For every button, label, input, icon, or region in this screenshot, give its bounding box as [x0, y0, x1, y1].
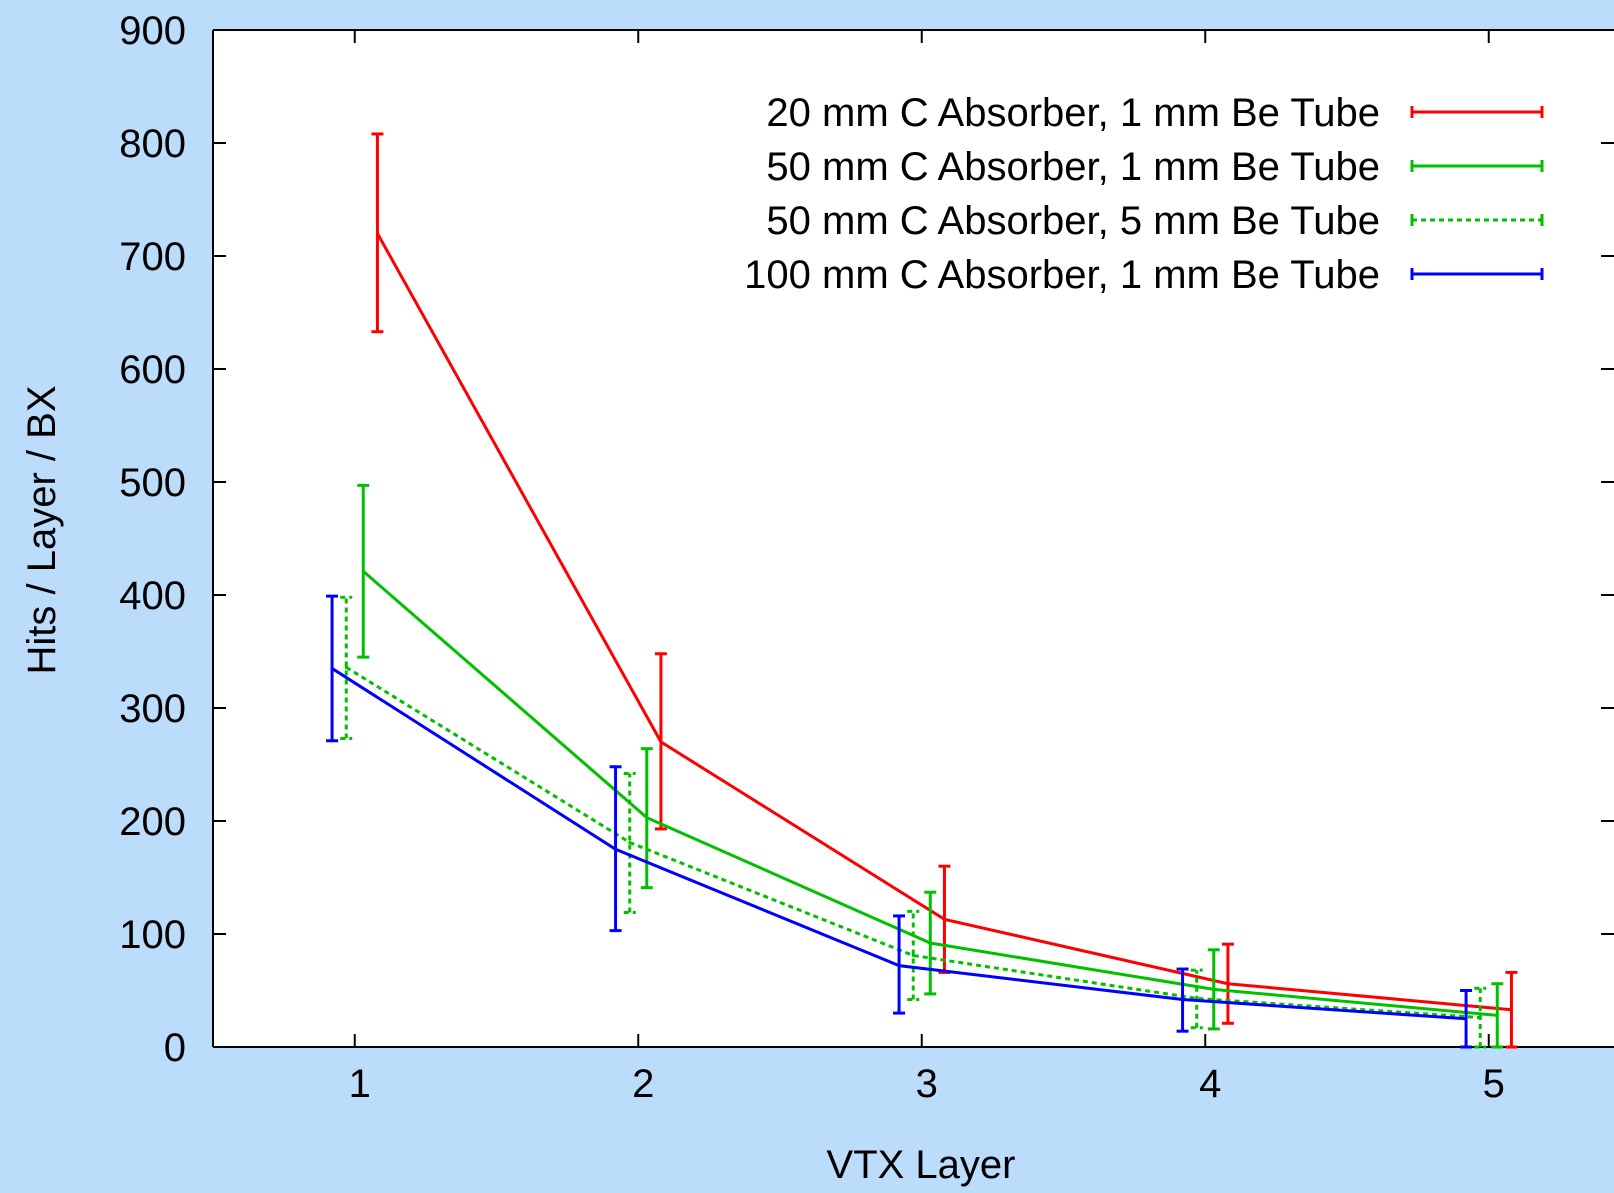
- error-bar: [1221, 942, 1234, 1025]
- error-bar: [623, 772, 636, 915]
- y-tick-label: 800: [119, 122, 186, 166]
- y-tick-label: 100: [119, 913, 186, 957]
- x-tick-label: 4: [1199, 1062, 1221, 1106]
- legend-entry: 20 mm C Absorber, 1 mm Be Tube: [766, 91, 1544, 135]
- y-tick-label: 400: [119, 574, 186, 618]
- data-point: [928, 941, 932, 945]
- series-1: [371, 132, 1518, 1049]
- data-point: [344, 665, 348, 669]
- x-tick-label: 2: [632, 1062, 654, 1106]
- legend-label: 50 mm C Absorber, 5 mm Be Tube: [766, 199, 1380, 243]
- series-group: [326, 132, 1518, 1049]
- legend-entry: 100 mm C Absorber, 1 mm Be Tube: [744, 253, 1544, 297]
- y-tick-label: 200: [119, 800, 186, 844]
- error-bar: [1505, 970, 1518, 1049]
- legend: 20 mm C Absorber, 1 mm Be Tube 50 mm C Ab…: [744, 91, 1544, 297]
- series-line: [345, 666, 1481, 1020]
- legend-label: 50 mm C Absorber, 1 mm Be Tube: [766, 145, 1380, 189]
- data-point: [645, 816, 649, 820]
- error-bar: [1491, 982, 1504, 1049]
- data-point: [1509, 1008, 1513, 1012]
- error-bar: [893, 914, 906, 1015]
- y-tick-label: 900: [119, 9, 186, 53]
- legend-entry: 50 mm C Absorber, 5 mm Be Tube: [766, 199, 1544, 243]
- y-axis-title: Hits / Layer / BX: [20, 386, 64, 675]
- data-point: [1464, 1017, 1468, 1021]
- data-point: [1478, 1016, 1482, 1020]
- data-point: [1212, 987, 1216, 991]
- series-3: [340, 595, 1487, 1049]
- y-tick-label: 0: [164, 1026, 186, 1070]
- x-axis-title: VTX Layer: [827, 1143, 1016, 1187]
- data-point: [897, 964, 901, 968]
- data-point: [628, 840, 632, 844]
- data-point: [614, 847, 618, 851]
- data-point: [659, 740, 663, 744]
- error-bar: [326, 594, 339, 743]
- error-bar: [1190, 968, 1203, 1030]
- data-point: [375, 231, 379, 235]
- error-bar: [907, 909, 920, 1002]
- legend-label: 100 mm C Absorber, 1 mm Be Tube: [744, 253, 1380, 297]
- x-tick-label: 5: [1483, 1062, 1505, 1106]
- y-tick-label: 500: [119, 461, 186, 505]
- error-bar: [1207, 948, 1220, 1031]
- series-4: [326, 594, 1473, 1049]
- error-bar: [1176, 967, 1189, 1033]
- data-point: [361, 569, 365, 573]
- data-point: [911, 953, 915, 957]
- error-bar: [357, 483, 370, 659]
- data-point: [1181, 998, 1185, 1002]
- data-point: [1495, 1013, 1499, 1017]
- error-bar: [924, 890, 937, 996]
- error-bar: [640, 747, 653, 890]
- x-tick-label: 3: [916, 1062, 938, 1106]
- legend-label: 20 mm C Absorber, 1 mm Be Tube: [766, 91, 1380, 135]
- y-tick-label: 300: [119, 687, 186, 731]
- data-point: [330, 666, 334, 670]
- error-bar: [371, 132, 384, 334]
- x-tick-label: 1: [349, 1062, 371, 1106]
- plot-frame: [212, 29, 1614, 1048]
- plot-area: [213, 30, 1614, 1047]
- error-bar: [1460, 989, 1473, 1049]
- error-bar: [609, 765, 622, 933]
- error-bar: [340, 595, 353, 741]
- y-tick-label: 700: [119, 235, 186, 279]
- series-2: [357, 483, 1504, 1049]
- data-point: [942, 917, 946, 921]
- error-bar: [1474, 986, 1487, 1049]
- data-point: [1226, 982, 1230, 986]
- error-bar: [654, 652, 667, 831]
- y-tick-label: 600: [119, 348, 186, 392]
- legend-entry: 50 mm C Absorber, 1 mm Be Tube: [766, 145, 1544, 189]
- axis-ticks: 0 100 200 300 400 500 600 700 800 900 1 2 3 4 5: [119, 9, 1614, 1106]
